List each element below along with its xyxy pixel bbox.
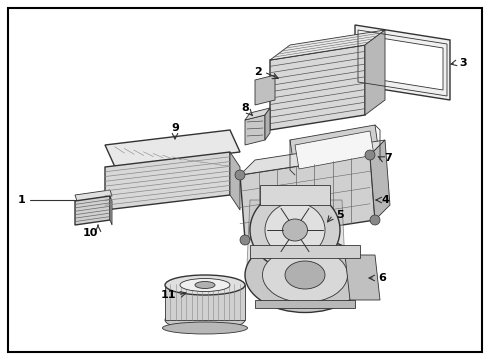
Polygon shape	[265, 108, 270, 140]
Polygon shape	[362, 35, 443, 90]
Text: 9: 9	[171, 123, 179, 133]
Polygon shape	[110, 196, 112, 225]
Polygon shape	[245, 108, 270, 120]
Text: 11: 11	[160, 290, 176, 300]
Ellipse shape	[195, 282, 215, 288]
Text: 6: 6	[378, 273, 386, 283]
Text: 10: 10	[82, 228, 98, 238]
Text: 8: 8	[241, 103, 249, 113]
Polygon shape	[355, 25, 450, 100]
Polygon shape	[247, 200, 345, 265]
Polygon shape	[255, 75, 275, 105]
Text: 4: 4	[381, 195, 389, 205]
Polygon shape	[270, 45, 365, 130]
Polygon shape	[245, 115, 265, 145]
Ellipse shape	[165, 310, 245, 330]
Ellipse shape	[265, 202, 325, 257]
Ellipse shape	[245, 238, 365, 312]
Ellipse shape	[163, 322, 247, 334]
Polygon shape	[105, 152, 230, 210]
Polygon shape	[250, 245, 360, 258]
Ellipse shape	[250, 190, 340, 270]
Polygon shape	[75, 196, 110, 225]
Bar	[260, 185, 330, 205]
Ellipse shape	[283, 219, 308, 241]
Polygon shape	[290, 125, 380, 175]
Text: 2: 2	[254, 67, 262, 77]
Ellipse shape	[165, 275, 245, 295]
Ellipse shape	[285, 261, 325, 289]
Polygon shape	[295, 131, 374, 169]
Polygon shape	[255, 300, 355, 308]
Polygon shape	[105, 130, 240, 167]
Ellipse shape	[180, 279, 230, 292]
Circle shape	[370, 215, 380, 225]
Text: 1: 1	[18, 195, 26, 205]
Polygon shape	[240, 155, 375, 240]
Circle shape	[235, 170, 245, 180]
Polygon shape	[240, 140, 385, 175]
Polygon shape	[230, 152, 240, 210]
Circle shape	[365, 150, 375, 160]
Text: 7: 7	[384, 153, 392, 163]
Text: 3: 3	[459, 58, 467, 68]
Polygon shape	[345, 255, 380, 300]
Polygon shape	[75, 190, 112, 201]
Polygon shape	[365, 30, 385, 115]
Text: 5: 5	[336, 210, 344, 220]
Polygon shape	[165, 285, 245, 320]
Polygon shape	[370, 140, 390, 220]
Circle shape	[240, 235, 250, 245]
Polygon shape	[270, 30, 385, 60]
Ellipse shape	[263, 248, 347, 302]
